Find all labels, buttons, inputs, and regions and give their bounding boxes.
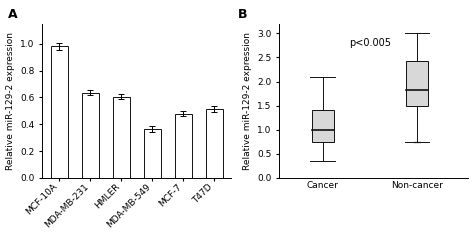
Bar: [113, 97, 130, 178]
Bar: [206, 109, 223, 178]
Bar: [175, 114, 192, 178]
Bar: [406, 61, 428, 106]
Text: B: B: [237, 8, 247, 21]
Text: p<0.005: p<0.005: [349, 38, 391, 48]
Y-axis label: Relative miR-129-2 expression: Relative miR-129-2 expression: [6, 32, 15, 170]
Bar: [51, 47, 68, 178]
Text: A: A: [8, 8, 18, 21]
Y-axis label: Relative miR-129-2 expression: Relative miR-129-2 expression: [243, 32, 252, 170]
Bar: [144, 129, 161, 178]
Bar: [311, 110, 334, 142]
Bar: [82, 93, 99, 178]
